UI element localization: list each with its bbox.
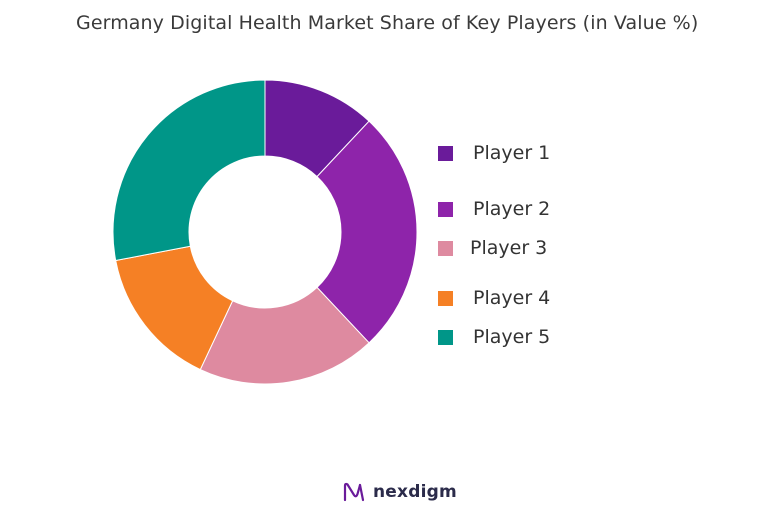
chart-title: Germany Digital Health Market Share of K… bbox=[76, 12, 699, 34]
legend-label: Player 2 bbox=[473, 198, 551, 220]
nexdigm-logo-icon bbox=[343, 482, 365, 502]
legend-item-player-1: Player 1 bbox=[438, 141, 638, 165]
legend-swatch bbox=[438, 329, 453, 345]
donut-slice-player-2 bbox=[316, 120, 418, 344]
legend-item-player-4: Player 4 bbox=[438, 286, 638, 310]
donut-slice-player-5 bbox=[112, 79, 266, 262]
legend-swatch bbox=[438, 145, 453, 161]
legend-swatch bbox=[438, 201, 453, 217]
legend-item-player-2: Player 2 bbox=[438, 197, 638, 221]
legend-label: Player 3 bbox=[470, 237, 548, 259]
legend-label: Player 4 bbox=[473, 287, 551, 309]
legend-swatch bbox=[438, 240, 453, 256]
legend-swatch bbox=[438, 290, 453, 306]
legend-item-player-3: Player 3 bbox=[438, 236, 638, 260]
legend-label: Player 1 bbox=[473, 142, 551, 164]
legend-item-player-5: Player 5 bbox=[438, 325, 638, 349]
legend-label: Player 5 bbox=[473, 326, 551, 348]
donut-slice-player-3 bbox=[199, 286, 370, 385]
brand-name: nexdigm bbox=[373, 482, 457, 502]
brand-logo: nexdigm bbox=[342, 479, 457, 505]
